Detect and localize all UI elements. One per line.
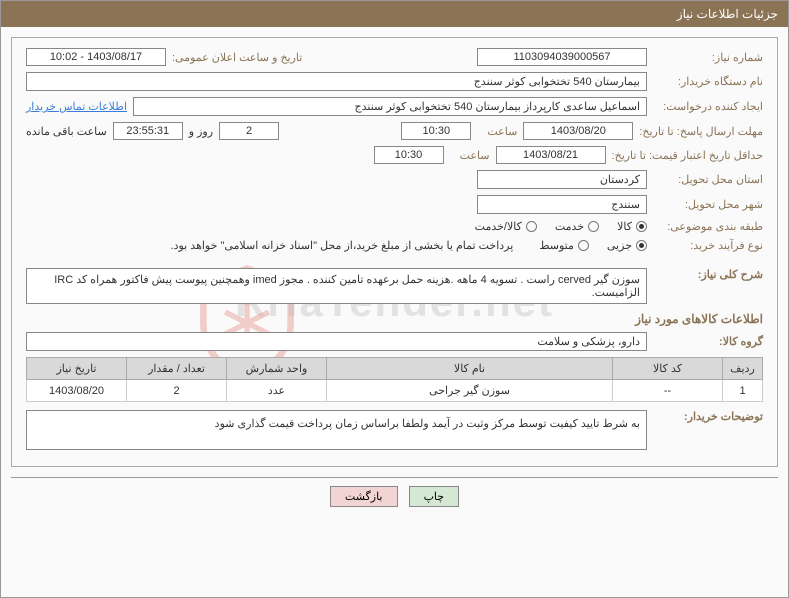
product-group-label: گروه کالا: bbox=[653, 335, 763, 348]
th-code: کد کالا bbox=[613, 358, 723, 380]
days-and-label: روز و bbox=[189, 125, 213, 138]
td-unit: عدد bbox=[227, 380, 327, 402]
buyer-org-label: نام دستگاه خریدار: bbox=[653, 75, 763, 88]
td-code: -- bbox=[613, 380, 723, 402]
requester-field: اسماعیل ساعدی کارپرداز بیمارستان 540 تخت… bbox=[133, 97, 647, 116]
time-label-2: ساعت bbox=[450, 149, 490, 162]
items-section-title: اطلاعات کالاهای مورد نیاز bbox=[26, 312, 763, 326]
purchase-note: پرداخت تمام یا بخشی از مبلغ خرید،از محل … bbox=[171, 239, 514, 252]
print-button[interactable]: چاپ bbox=[409, 486, 460, 507]
general-desc-box: سوزن گیر cerved راست . تسویه 4 ماهه .هزی… bbox=[26, 268, 647, 304]
radio-dot-icon bbox=[578, 240, 589, 251]
buyer-org-field: بیمارستان 540 تختخوابی کوثر سنندج bbox=[26, 72, 647, 91]
days-field: 2 bbox=[219, 122, 279, 140]
need-number-field: 1103094039000567 bbox=[477, 48, 647, 66]
product-group-field: دارو، پزشکی و سلامت bbox=[26, 332, 647, 351]
radio-kala-khadamat[interactable]: کالا/خدمت bbox=[475, 220, 537, 233]
buyer-notes-box: به شرط تایید کیفیت توسط مرکز وثبت در آیم… bbox=[26, 410, 647, 450]
category-radio-group: کالا خدمت کالا/خدمت bbox=[475, 220, 647, 233]
radio-motavaset[interactable]: متوسط bbox=[539, 239, 589, 252]
countdown-field: 23:55:31 bbox=[113, 122, 183, 140]
main-panel: جزئیات اطلاعات نیاز RriaTender.net شماره… bbox=[0, 0, 789, 598]
td-name: سوزن گیر جراحی bbox=[327, 380, 613, 402]
radio-dot-icon bbox=[526, 221, 537, 232]
th-row: ردیف bbox=[723, 358, 763, 380]
row-buyer-notes: توضیحات خریدار: به شرط تایید کیفیت توسط … bbox=[26, 410, 763, 450]
purchase-type-radio-group: جزیی متوسط bbox=[539, 239, 647, 252]
radio-dot-icon bbox=[588, 221, 599, 232]
buyer-notes-label: توضیحات خریدار: bbox=[653, 410, 763, 423]
announce-date-label: تاریخ و ساعت اعلان عمومی: bbox=[172, 51, 302, 64]
table-header-row: ردیف کد کالا نام کالا واحد شمارش تعداد /… bbox=[27, 358, 763, 380]
td-qty: 2 bbox=[127, 380, 227, 402]
price-valid-date-field: 1403/08/21 bbox=[496, 146, 606, 164]
th-qty: تعداد / مقدار bbox=[127, 358, 227, 380]
response-deadline-label: مهلت ارسال پاسخ: تا تاریخ: bbox=[639, 125, 763, 138]
time-label-1: ساعت bbox=[477, 125, 517, 138]
panel-header: جزئیات اطلاعات نیاز bbox=[1, 1, 788, 27]
remaining-label: ساعت باقی مانده bbox=[26, 125, 107, 138]
general-desc-label: شرح کلی نیاز: bbox=[653, 268, 763, 281]
row-product-group: گروه کالا: دارو، پزشکی و سلامت bbox=[26, 332, 763, 351]
announce-date-field: 1403/08/17 - 10:02 bbox=[26, 48, 166, 66]
footer-buttons: چاپ بازگشت bbox=[11, 477, 778, 515]
delivery-city-label: شهر محل تحویل: bbox=[653, 198, 763, 211]
response-date-field: 1403/08/20 bbox=[523, 122, 633, 140]
th-name: نام کالا bbox=[327, 358, 613, 380]
row-category: طبقه بندی موضوعی: کالا خدمت کالا/خدمت bbox=[26, 220, 763, 233]
radio-khadamat[interactable]: خدمت bbox=[555, 220, 599, 233]
delivery-province-field: کردستان bbox=[477, 170, 647, 189]
radio-jozi[interactable]: جزیی bbox=[607, 239, 647, 252]
row-price-valid: حداقل تاریخ اعتبار قیمت: تا تاریخ: 1403/… bbox=[26, 146, 763, 164]
row-response-deadline: مهلت ارسال پاسخ: تا تاریخ: 1403/08/20 سا… bbox=[26, 122, 763, 140]
buyer-contact-link[interactable]: اطلاعات تماس خریدار bbox=[26, 100, 127, 113]
price-valid-label: حداقل تاریخ اعتبار قیمت: تا تاریخ: bbox=[612, 149, 763, 162]
items-table: ردیف کد کالا نام کالا واحد شمارش تعداد /… bbox=[26, 357, 763, 402]
requester-label: ایجاد کننده درخواست: bbox=[653, 100, 763, 113]
row-purchase-type: نوع فرآیند خرید: جزیی متوسط پرداخت تمام … bbox=[26, 239, 763, 252]
td-row: 1 bbox=[723, 380, 763, 402]
need-number-label: شماره نیاز: bbox=[653, 51, 763, 64]
row-need-number: شماره نیاز: 1103094039000567 تاریخ و ساع… bbox=[26, 48, 763, 66]
table-row: 1 -- سوزن گیر جراحی عدد 2 1403/08/20 bbox=[27, 380, 763, 402]
radio-dot-icon bbox=[636, 240, 647, 251]
row-delivery-province: استان محل تحویل: کردستان bbox=[26, 170, 763, 189]
row-buyer-org: نام دستگاه خریدار: بیمارستان 540 تختخواب… bbox=[26, 72, 763, 91]
purchase-type-label: نوع فرآیند خرید: bbox=[653, 239, 763, 252]
th-date: تاریخ نیاز bbox=[27, 358, 127, 380]
td-date: 1403/08/20 bbox=[27, 380, 127, 402]
panel-title: جزئیات اطلاعات نیاز bbox=[677, 7, 778, 21]
th-unit: واحد شمارش bbox=[227, 358, 327, 380]
response-time-field: 10:30 bbox=[401, 122, 471, 140]
row-requester: ایجاد کننده درخواست: اسماعیل ساعدی کارپر… bbox=[26, 97, 763, 116]
delivery-city-field: سنندج bbox=[477, 195, 647, 214]
form-area: RriaTender.net شماره نیاز: 1103094039000… bbox=[11, 37, 778, 467]
back-button[interactable]: بازگشت bbox=[330, 486, 398, 507]
radio-kala[interactable]: کالا bbox=[617, 220, 647, 233]
delivery-province-label: استان محل تحویل: bbox=[653, 173, 763, 186]
price-valid-time-field: 10:30 bbox=[374, 146, 444, 164]
category-label: طبقه بندی موضوعی: bbox=[653, 220, 763, 233]
row-delivery-city: شهر محل تحویل: سنندج bbox=[26, 195, 763, 214]
row-general-desc: شرح کلی نیاز: سوزن گیر cerved راست . تسو… bbox=[26, 268, 763, 304]
radio-dot-icon bbox=[636, 221, 647, 232]
